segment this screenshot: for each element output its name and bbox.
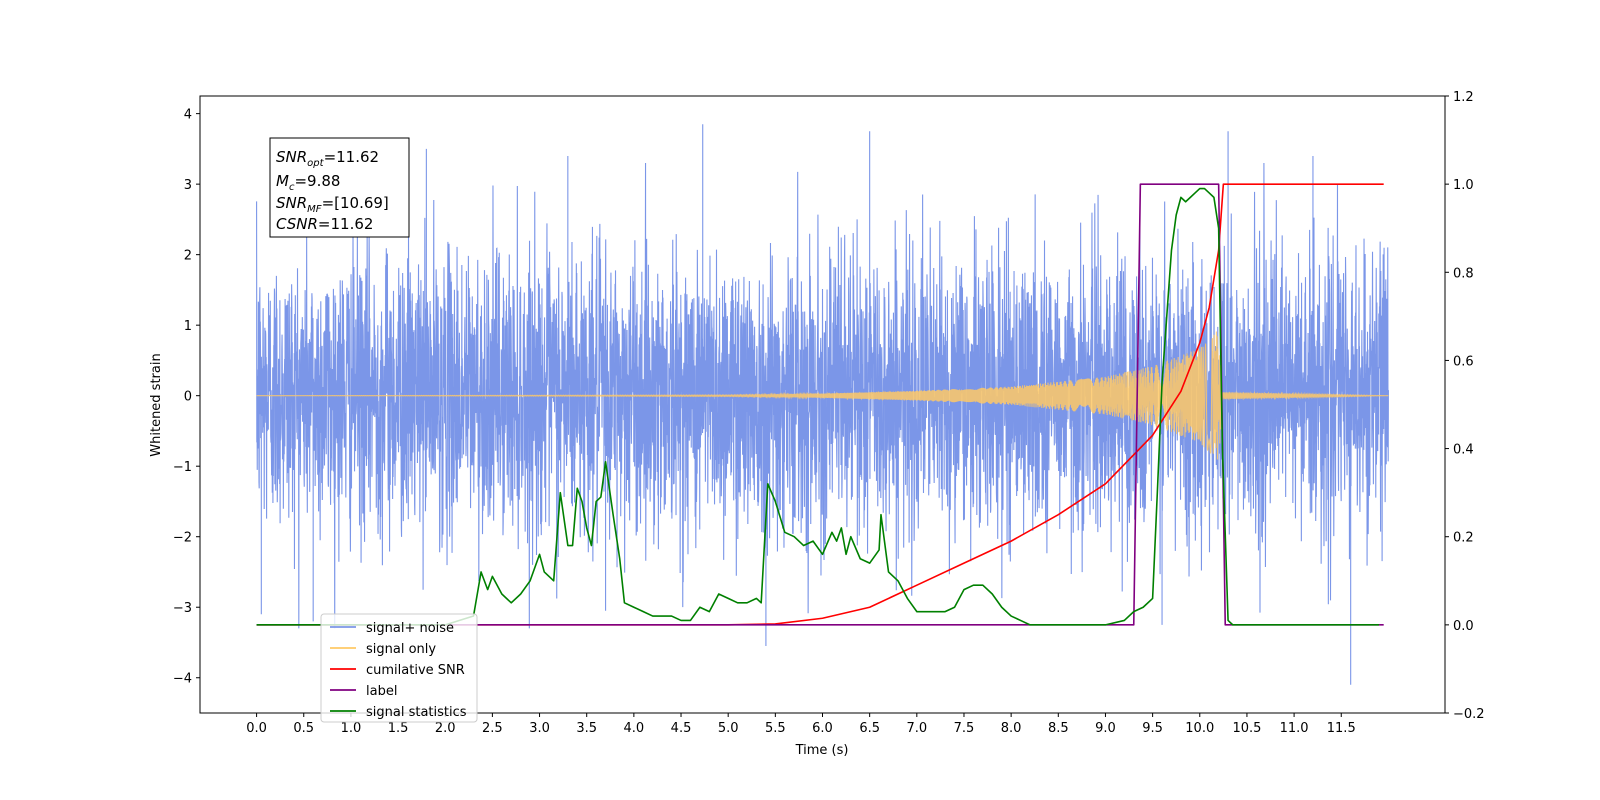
x-tick-label: 9.5 (1142, 721, 1163, 736)
legend-label: signal+ noise (366, 621, 454, 636)
stats-mc-value: 9.88 (307, 172, 340, 190)
x-tick-label: 0.5 (293, 721, 314, 736)
x-tick-label: 8.5 (1048, 721, 1069, 736)
x-tick-label: 6.0 (812, 721, 833, 736)
x-tick-label: 8.0 (1001, 721, 1022, 736)
stats-csnr: CSNR=11.62 (276, 215, 373, 233)
y-tick-label: −3 (173, 601, 192, 616)
y2-tick-label: 0.0 (1453, 619, 1474, 634)
x-tick-label: 1.5 (388, 721, 409, 736)
x-tick-label: 4.5 (671, 721, 692, 736)
stats-mc: Mc=9.88 (276, 172, 340, 193)
y-tick-label: 1 (184, 319, 192, 334)
stats-snr-mf-value: [10.69] (334, 194, 389, 212)
x-axis-label: Time (s) (795, 743, 849, 758)
y-tick-label: −2 (173, 531, 192, 546)
x-tick-label: 2.0 (435, 721, 456, 736)
series-signal-only-line (256, 331, 1389, 460)
x-tick-label: 3.5 (576, 721, 597, 736)
x-tick-label: 5.5 (765, 721, 786, 736)
series-layer (256, 124, 1389, 685)
y-axis-right: −0.2 0.0 0.2 0.4 0.6 0.8 1.0 1.2 (1445, 90, 1485, 722)
y-axis-left: −4 −3 −2 −1 0 1 2 3 4 (173, 108, 200, 687)
x-tick-label: 2.5 (482, 721, 503, 736)
series-signal-statistics-line (256, 187, 1379, 626)
x-tick-label: 10.5 (1232, 721, 1261, 736)
x-tick-label: 11.5 (1327, 721, 1356, 736)
y-tick-label: −4 (173, 672, 192, 687)
stats-snr-opt-value: 11.62 (336, 148, 379, 166)
legend: signal+ noise signal only cumilative SNR la… (320, 613, 478, 723)
y-axis-label: Whitened strain (149, 353, 164, 456)
legend-label: cumilative SNR (366, 663, 465, 678)
y-tick-label: 4 (184, 108, 192, 123)
x-tick-label: 1.0 (341, 721, 362, 736)
legend-label: signal only (366, 642, 436, 657)
y2-tick-label: 1.0 (1453, 178, 1474, 193)
legend-frame (320, 613, 478, 723)
y2-tick-label: 0.6 (1453, 354, 1474, 369)
y2-tick-label: 0.8 (1453, 266, 1474, 281)
y-tick-label: 0 (184, 390, 192, 405)
y2-tick-label: 0.2 (1453, 531, 1474, 546)
legend-label: signal statistics (366, 705, 467, 720)
y2-tick-label: 1.2 (1453, 90, 1474, 105)
stats-box-frame (269, 137, 410, 238)
stats-box: SNRopt=11.62 Mc=9.88 SNRMF=[10.69] CSNR=… (269, 137, 410, 238)
x-tick-label: 0.0 (246, 721, 267, 736)
stats-snr-mf: SNRMF=[10.69] (276, 194, 389, 215)
legend-label: label (366, 684, 397, 699)
x-tick-label: 6.5 (859, 721, 880, 736)
x-tick-label: 7.0 (906, 721, 927, 736)
y-tick-label: 2 (184, 249, 192, 264)
y-tick-label: 3 (184, 178, 192, 193)
x-tick-label: 5.0 (718, 721, 739, 736)
x-tick-label: 3.0 (529, 721, 550, 736)
x-tick-label: 11.0 (1280, 721, 1309, 736)
x-tick-label: 7.5 (954, 721, 975, 736)
x-axis: 0.0 0.5 1.0 1.5 2.0 2.5 3.0 3.5 4.0 4.5 5.0 5.5 6.0 6… (246, 713, 1356, 736)
x-tick-label: 9.0 (1095, 721, 1116, 736)
y-tick-label: −1 (173, 460, 192, 475)
x-tick-label: 4.0 (624, 721, 645, 736)
stats-csnr-value: 11.62 (331, 215, 374, 233)
y2-tick-label: −0.2 (1453, 707, 1485, 722)
y2-tick-label: 0.4 (1453, 443, 1474, 458)
stats-snr-opt: SNRopt=11.62 (276, 148, 379, 169)
x-tick-label: 10.0 (1185, 721, 1214, 736)
